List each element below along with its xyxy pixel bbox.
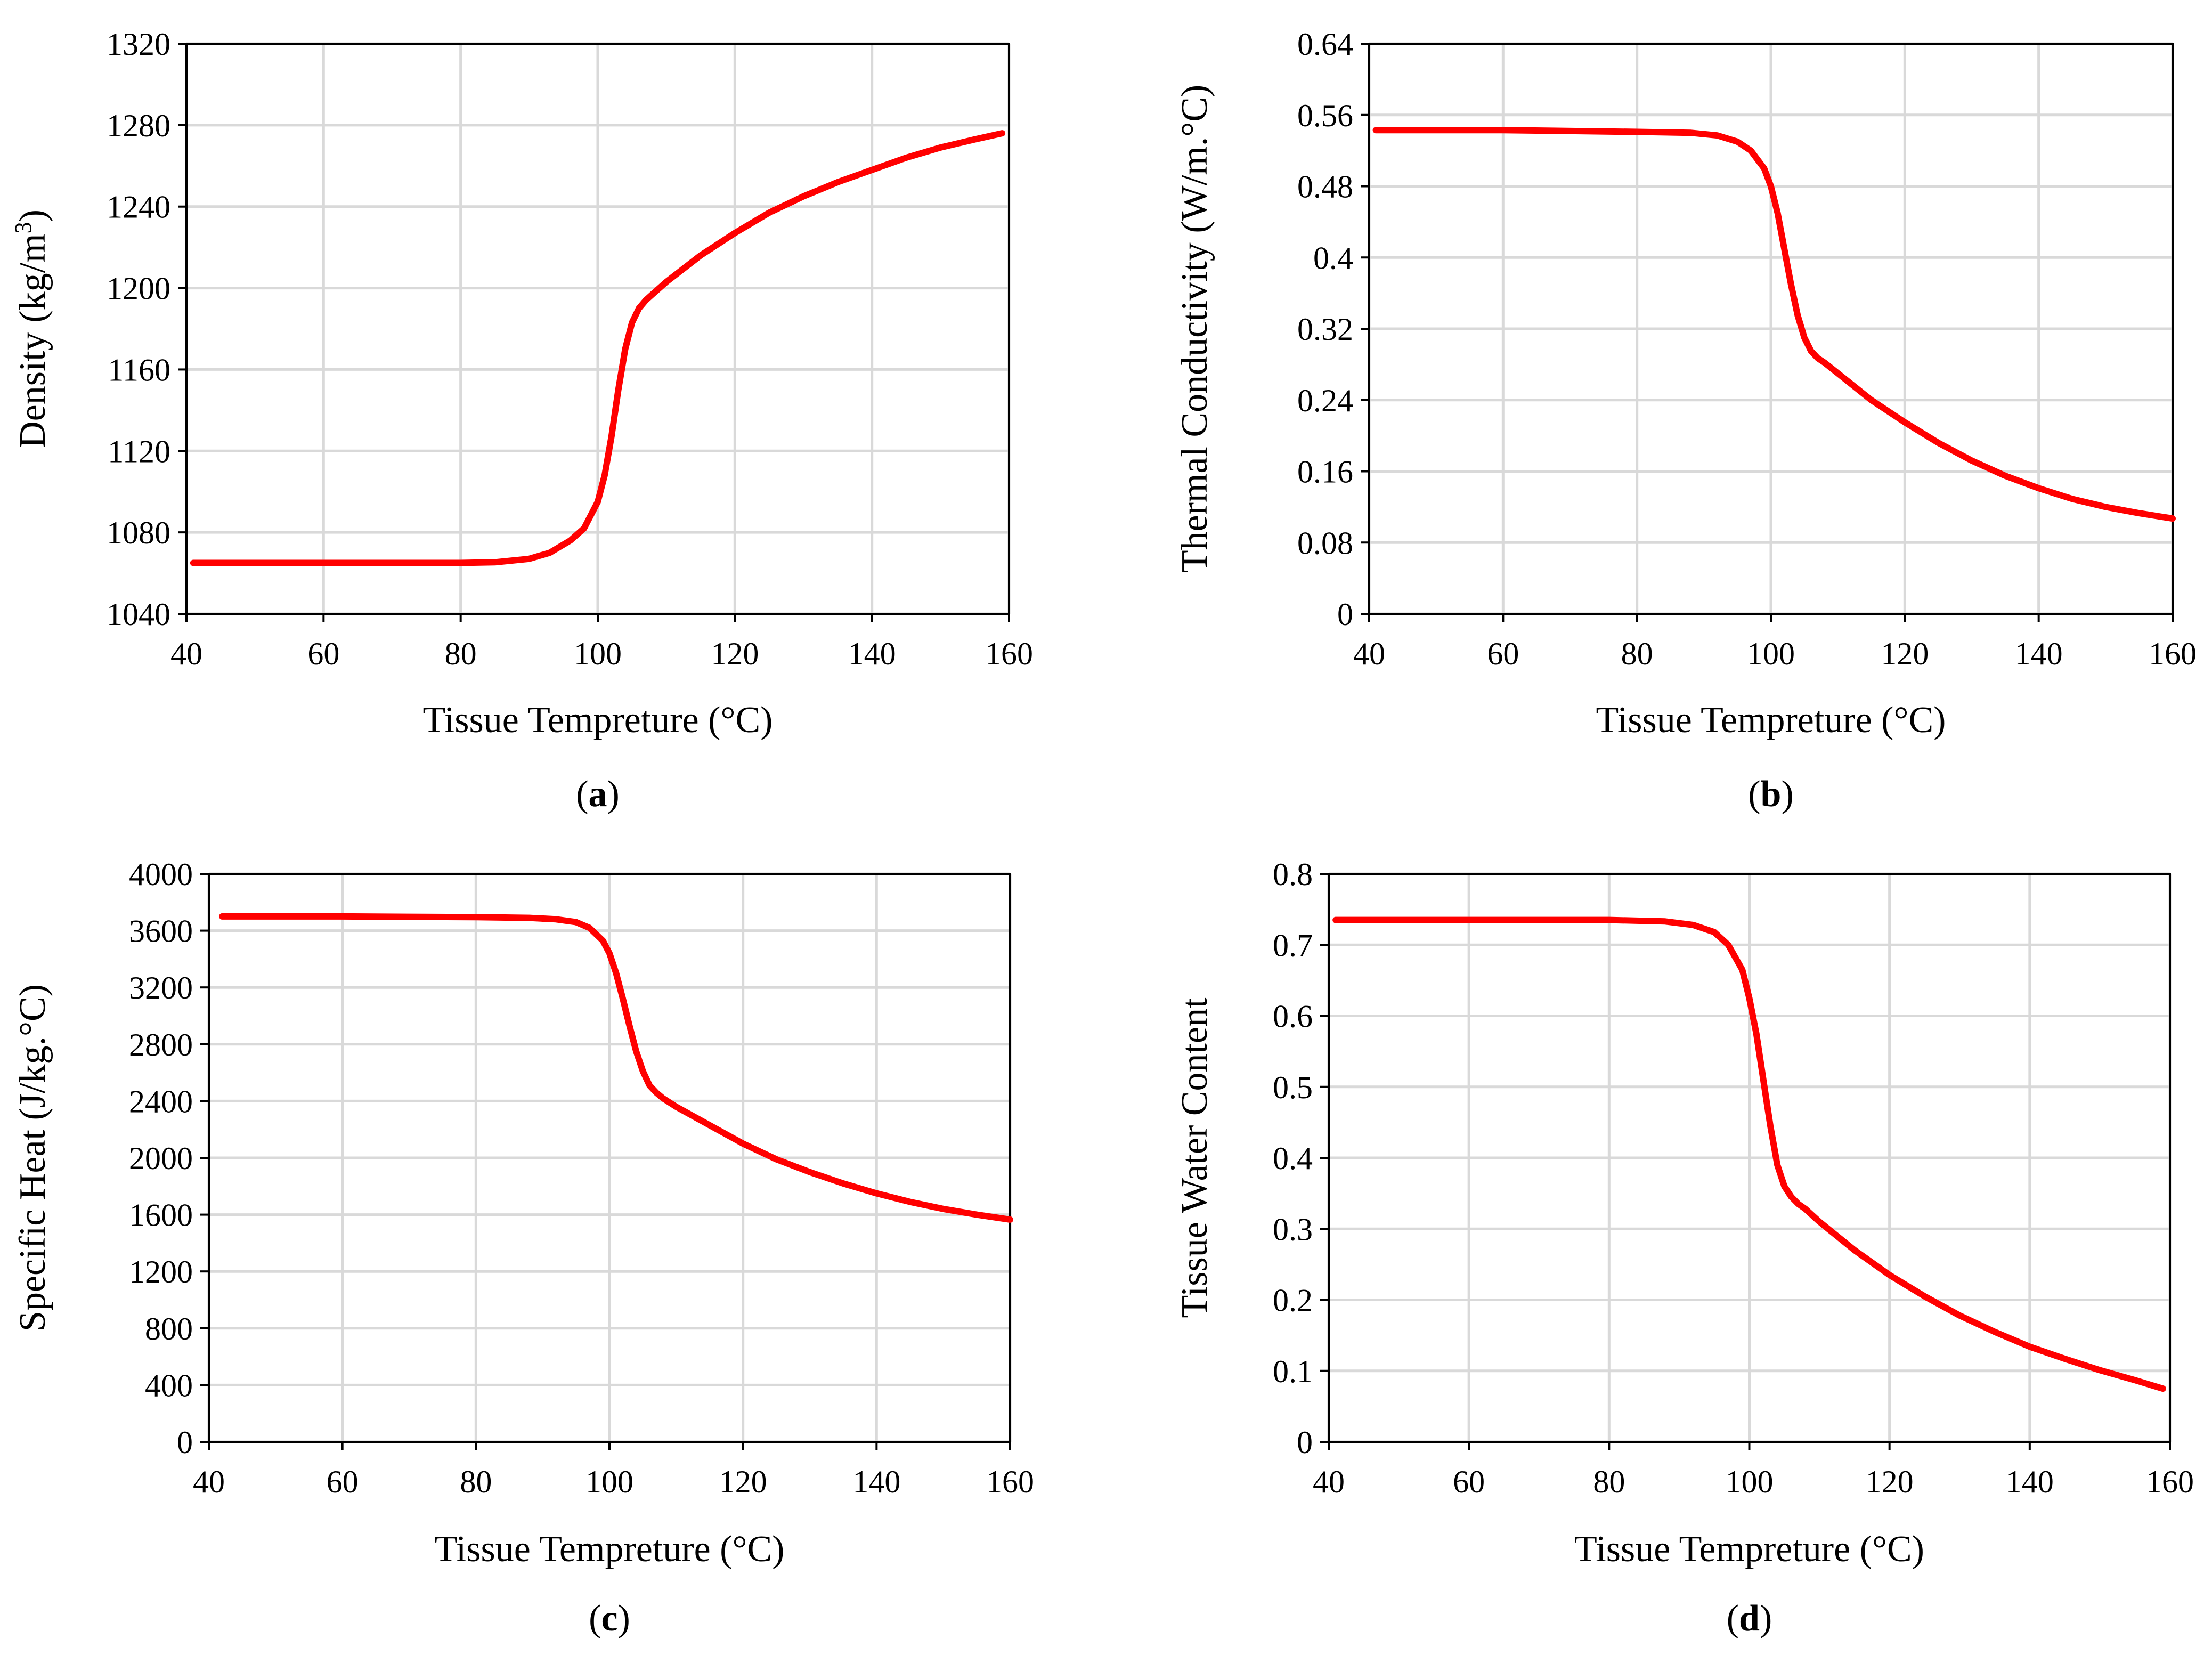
x-tick-label: 60 [327, 1464, 359, 1499]
x-tick-label: 60 [307, 636, 339, 671]
x-tick-label: 140 [852, 1464, 900, 1499]
y-tick-label: 0.48 [1297, 169, 1353, 205]
y-tick-label: 1120 [108, 434, 170, 469]
x-tick-label: 160 [2146, 1464, 2194, 1499]
panel-label: (b) [1748, 774, 1794, 815]
x-tick-label: 160 [2149, 636, 2197, 671]
x-axis-title: Tissue Tempreture (°C) [423, 700, 773, 741]
x-tick-label: 40 [170, 636, 202, 671]
series-line-density [190, 130, 1006, 566]
y-tick-label: 0.8 [1273, 857, 1313, 892]
x-axis-title: Tissue Tempreture (°C) [1596, 700, 1946, 741]
plot-area-frame [1368, 43, 2174, 615]
y-tick-label: 1160 [108, 352, 170, 387]
panel-letter: c [601, 1598, 617, 1639]
x-tick-label: 100 [1747, 636, 1795, 671]
y-axis-title-close: ) [12, 209, 53, 222]
y-tick-label: 0.5 [1273, 1070, 1313, 1105]
y-axis-title: Density (kg/m3) [10, 209, 53, 448]
y-axis-title-main: Density (kg/m [12, 233, 53, 448]
x-axis-title: Tissue Tempreture (°C) [1574, 1529, 1924, 1570]
y-tick-label: 2400 [129, 1084, 193, 1119]
y-tick-label: 0.2 [1273, 1283, 1313, 1318]
y-tick-label: 0.24 [1297, 383, 1353, 418]
y-tick-label: 0.6 [1273, 999, 1313, 1034]
panel-label: (d) [1727, 1598, 1772, 1639]
y-tick-label: 400 [145, 1368, 193, 1403]
x-tick-label: 120 [719, 1464, 767, 1499]
y-tick-label: 0.64 [1297, 27, 1353, 62]
y-tick-label: 1240 [107, 190, 170, 225]
y-tick-label: 0.7 [1273, 928, 1313, 963]
panel-c: 40 60 80 100 120 140 1600400800120016002000240… [12, 857, 1034, 1639]
y-tick-label: 0.4 [1273, 1141, 1313, 1176]
y-tick-label: 1200 [129, 1254, 193, 1289]
y-tick-label: 1080 [107, 515, 170, 550]
y-tick-label: 1040 [107, 597, 170, 632]
series-line-tissue-water-content [1332, 916, 2166, 1392]
y-tick-label: 0 [1297, 1425, 1313, 1460]
y-axis-title-superscript: 3 [10, 222, 36, 233]
y-axis-title: Specific Heat (J/kg.°C) [12, 984, 53, 1332]
plot-area-frame [208, 873, 1011, 1443]
x-tick-label: 100 [585, 1464, 633, 1499]
x-tick-label: 140 [2015, 636, 2063, 671]
x-tick-label: 160 [986, 1464, 1034, 1499]
y-tick-label: 0.56 [1297, 98, 1353, 133]
x-axis-title: Tissue Tempreture (°C) [435, 1529, 785, 1570]
x-tick-label: 140 [848, 636, 896, 671]
y-tick-label: 2000 [129, 1141, 193, 1176]
plot-area-frame [1328, 873, 2171, 1443]
x-tick-label: 100 [1726, 1464, 1774, 1499]
panel-label: (a) [576, 774, 620, 815]
y-tick-label: 0 [1337, 597, 1353, 632]
y-tick-label: 800 [145, 1311, 193, 1346]
y-tick-label: 2800 [129, 1027, 193, 1062]
y-tick-label: 0.16 [1297, 455, 1353, 490]
y-axis-title: Thermal Conductivity (W/m.°C) [1174, 85, 1215, 573]
y-axis-title: Tissue Water Content [1174, 997, 1215, 1318]
y-tick-label: 0.3 [1273, 1212, 1313, 1247]
y-tick-label: 0.4 [1313, 240, 1353, 275]
x-tick-label: 40 [1313, 1464, 1345, 1499]
x-tick-label: 80 [460, 1464, 492, 1499]
y-tick-label: 0 [177, 1425, 193, 1460]
panel-d: 40 60 80 100 120 140 160 0 0.1 0.2 0.3 0.4 0.5 0.6 0.7… [1174, 857, 2194, 1639]
x-tick-label: 40 [193, 1464, 225, 1499]
x-tick-label: 40 [1353, 636, 1385, 671]
panel-a: 40 60 80 100 120 140 160 1040 1080 1120 1160 1200 12… [10, 27, 1033, 815]
series-line-thermal-conductivity [1372, 127, 2176, 522]
y-tick-label: 4000 [129, 857, 193, 892]
y-tick-label: 1200 [107, 271, 170, 306]
x-tick-label: 80 [445, 636, 477, 671]
y-tick-label: 0.32 [1297, 312, 1353, 347]
series-line-specific-heat [219, 913, 1013, 1223]
panel-letter: b [1761, 774, 1782, 815]
x-tick-label: 120 [1866, 1464, 1914, 1499]
y-tick-label: 0.08 [1297, 525, 1353, 561]
x-tick-label: 80 [1593, 1464, 1625, 1499]
y-tick-label: 1280 [107, 108, 170, 143]
x-tick-label: 120 [1881, 636, 1929, 671]
x-tick-label: 140 [2006, 1464, 2054, 1499]
x-tick-label: 60 [1487, 636, 1519, 671]
x-tick-label: 60 [1453, 1464, 1485, 1499]
panel-letter: a [589, 774, 607, 815]
y-tick-label: 1320 [107, 27, 170, 62]
plot-area-frame [185, 43, 1010, 615]
y-tick-label: 3200 [129, 970, 193, 1005]
y-tick-label: 3600 [129, 914, 193, 949]
x-tick-label: 80 [1621, 636, 1653, 671]
panel-b: 40 60 80 100 120 140 160 0 0.08 0.16 0.24 0.32 0.4 0.… [1174, 27, 2197, 815]
y-tick-label: 1600 [129, 1198, 193, 1233]
x-tick-label: 120 [711, 636, 759, 671]
x-tick-label: 160 [985, 636, 1033, 671]
x-tick-label: 100 [574, 636, 622, 671]
panel-label: (c) [589, 1598, 630, 1639]
y-tick-label: 0.1 [1273, 1354, 1313, 1389]
panel-letter: d [1739, 1598, 1760, 1639]
